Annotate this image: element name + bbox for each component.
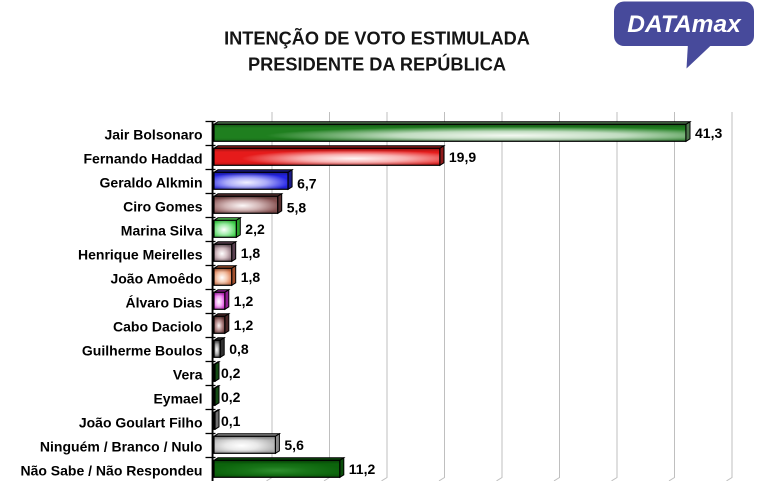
- svg-text:1,2: 1,2: [234, 293, 254, 309]
- svg-text:5,6: 5,6: [284, 437, 304, 453]
- svg-text:0,2: 0,2: [221, 365, 241, 381]
- svg-text:Não Sabe / Não Respondeu: Não Sabe / Não Respondeu: [20, 462, 202, 478]
- svg-text:INTENÇÃO DE VOTO ESTIMULADA: INTENÇÃO DE VOTO ESTIMULADA: [224, 28, 530, 49]
- svg-text:Jair Bolsonaro: Jair Bolsonaro: [104, 126, 202, 142]
- svg-text:Guilherme Boulos: Guilherme Boulos: [82, 342, 203, 358]
- svg-text:PRESIDENTE DA REPÚBLICA: PRESIDENTE DA REPÚBLICA: [248, 54, 506, 75]
- svg-text:Ninguém / Branco / Nulo: Ninguém / Branco / Nulo: [40, 438, 203, 454]
- svg-text:11,2: 11,2: [349, 461, 376, 477]
- svg-text:Henrique Meirelles: Henrique Meirelles: [78, 246, 203, 262]
- svg-text:0,2: 0,2: [221, 389, 241, 405]
- svg-text:Marina Silva: Marina Silva: [121, 222, 203, 238]
- svg-text:Geraldo Alkmin: Geraldo Alkmin: [100, 174, 203, 190]
- svg-text:João Goulart Filho: João Goulart Filho: [79, 414, 203, 430]
- svg-text:Cabo Daciolo: Cabo Daciolo: [113, 318, 202, 334]
- svg-text:Ciro Gomes: Ciro Gomes: [123, 198, 203, 214]
- svg-text:Álvaro Dias: Álvaro Dias: [125, 294, 202, 310]
- svg-text:2,2: 2,2: [245, 221, 265, 237]
- svg-text:Fernando Haddad: Fernando Haddad: [83, 150, 202, 166]
- svg-text:Eymael: Eymael: [153, 390, 202, 406]
- svg-text:5,8: 5,8: [287, 199, 307, 215]
- svg-text:João Amoêdo: João Amoêdo: [110, 270, 202, 286]
- svg-text:0,1: 0,1: [221, 413, 241, 429]
- svg-text:1,8: 1,8: [241, 269, 261, 285]
- svg-text:19,9: 19,9: [449, 149, 476, 165]
- svg-text:41,3: 41,3: [695, 125, 722, 141]
- svg-text:0,8: 0,8: [229, 341, 249, 357]
- svg-text:DATAmax: DATAmax: [627, 11, 742, 38]
- svg-text:1,8: 1,8: [241, 245, 261, 261]
- svg-text:6,7: 6,7: [297, 175, 317, 191]
- svg-text:1,2: 1,2: [234, 317, 254, 333]
- svg-text:Vera: Vera: [173, 366, 203, 382]
